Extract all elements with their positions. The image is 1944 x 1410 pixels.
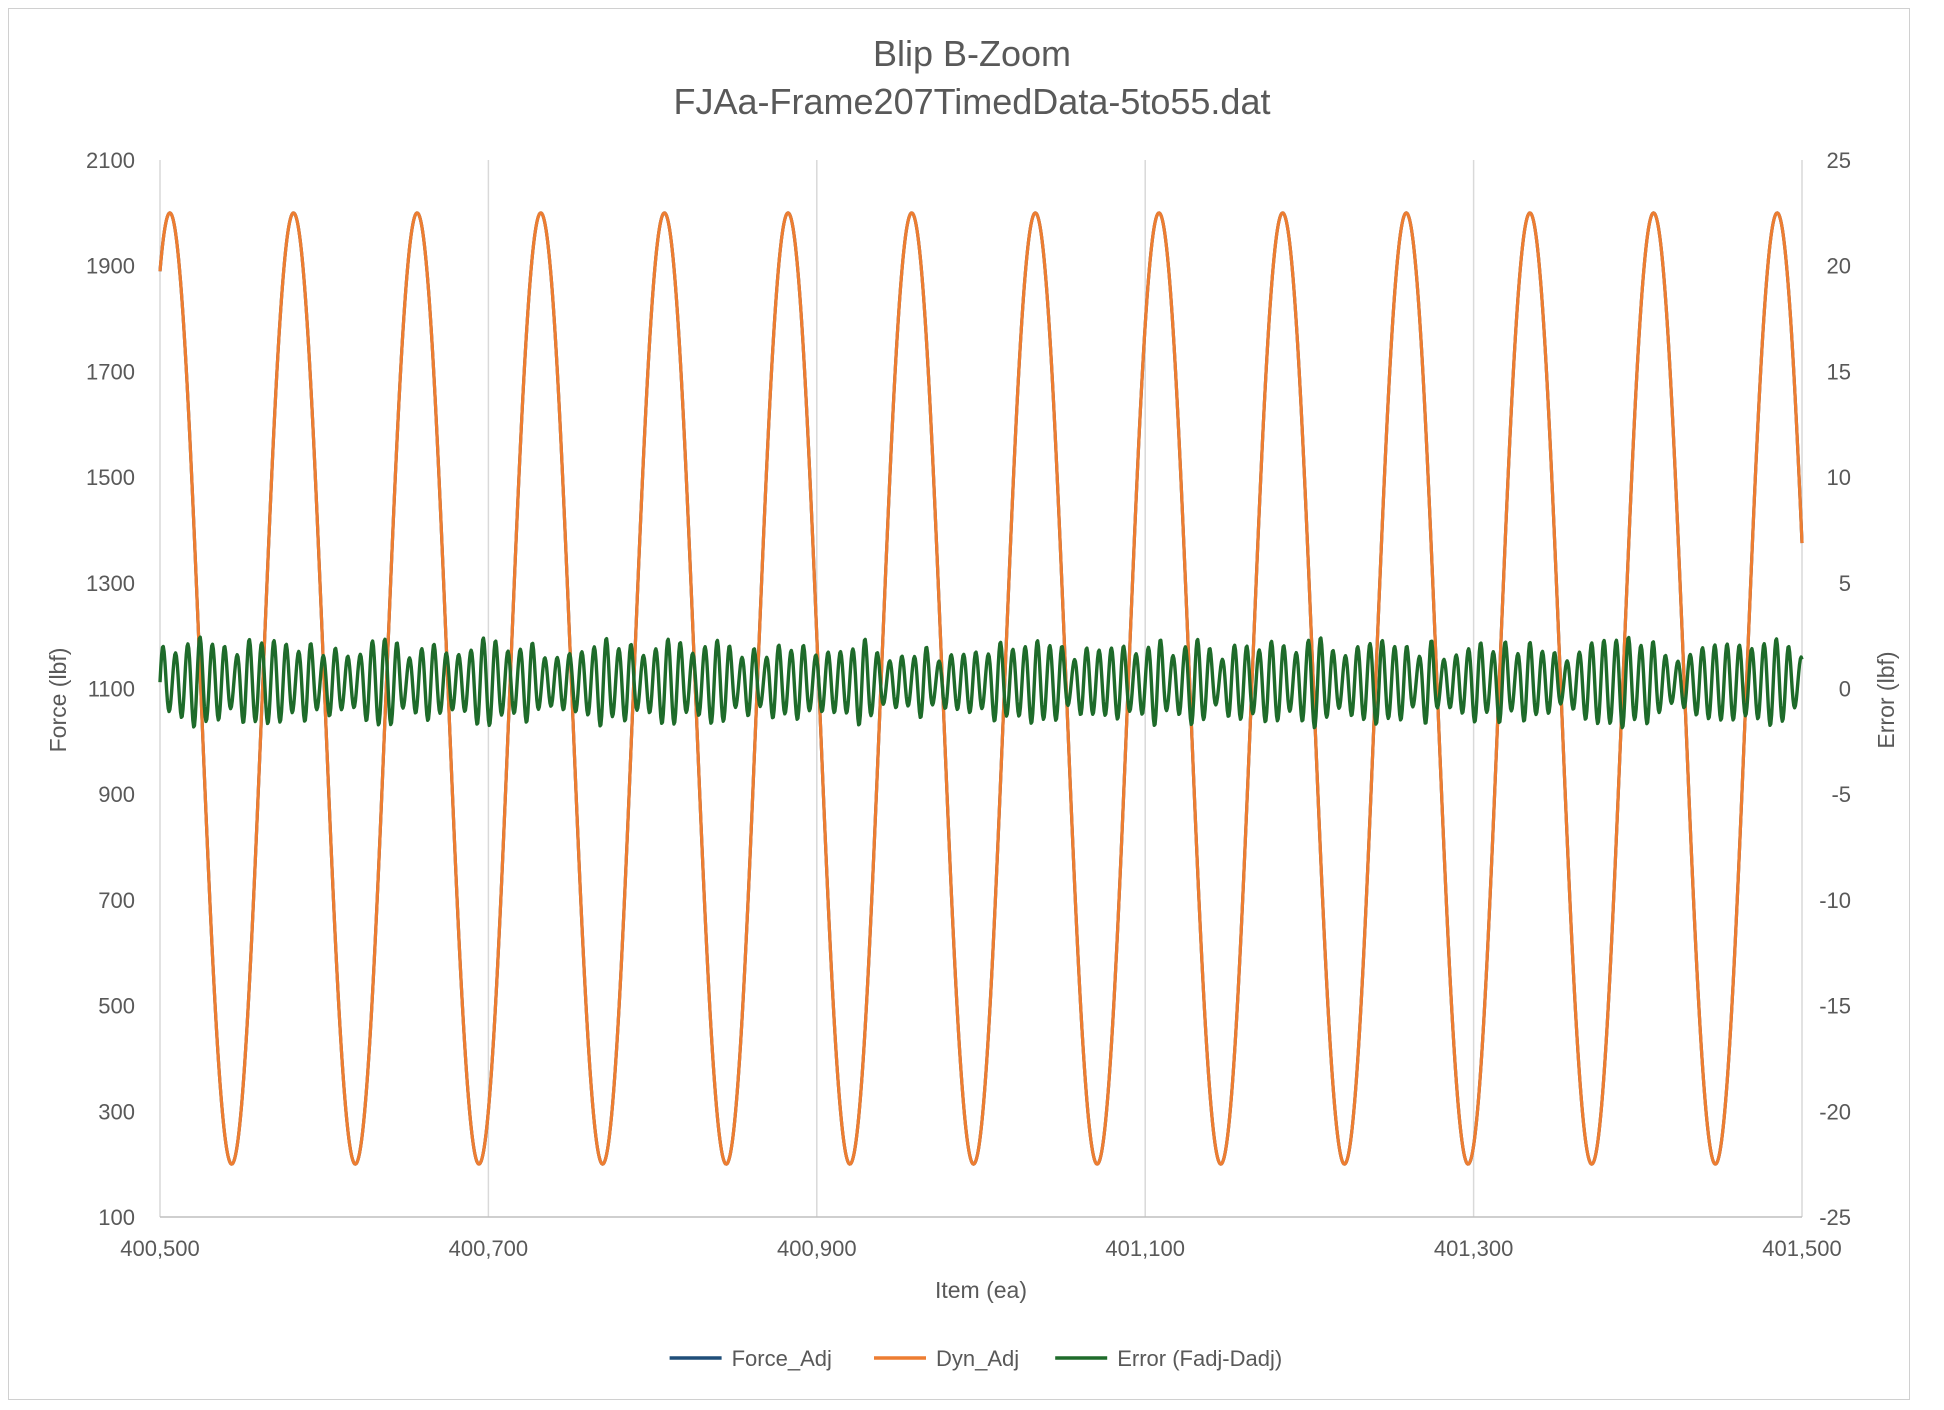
- y2-axis-title: Error (lbf): [1873, 651, 1899, 748]
- x-tick-label: 400,700: [449, 1236, 529, 1261]
- y-tick-label: 700: [98, 888, 135, 913]
- x-tick-label: 401,300: [1434, 1236, 1514, 1261]
- x-axis-title: Item (ea): [935, 1277, 1027, 1303]
- y-tick-label: 1900: [86, 254, 135, 279]
- y-tick-label: 1300: [86, 571, 135, 596]
- legend-label: Dyn_Adj: [936, 1346, 1019, 1371]
- y2-tick-label: -25: [1819, 1205, 1851, 1230]
- x-tick-label: 401,500: [1762, 1236, 1842, 1261]
- legend-item: Error (Fadj-Dadj): [1055, 1346, 1282, 1371]
- y2-tick-label: -20: [1819, 1099, 1851, 1124]
- series-line-dyn-adj: [158, 211, 1804, 1166]
- legend-item: Force_Adj: [669, 1346, 832, 1371]
- chart-title: Blip B-Zoom: [873, 33, 1071, 74]
- y-tick-label: 900: [98, 782, 135, 807]
- gridlines: [159, 160, 1803, 1217]
- y-tick-label: 2100: [86, 148, 135, 173]
- x-tick-label: 400,500: [120, 1236, 200, 1261]
- legend-item: Dyn_Adj: [874, 1346, 1019, 1371]
- series-lines: [158, 211, 1804, 1166]
- y-axis-title: Force (lbf): [45, 648, 71, 753]
- chart-subtitle: FJAa-Frame207TimedData-5to55.dat: [674, 81, 1271, 122]
- series-line-error: [158, 635, 1804, 730]
- x-tick-label: 401,100: [1105, 1236, 1185, 1261]
- tick-labels: 400,500 400,700 400,900 401,100 401,300 401,5…: [86, 148, 1851, 1261]
- legend-label: Force_Adj: [732, 1346, 832, 1371]
- y-tick-label: 100: [98, 1205, 135, 1230]
- y2-tick-label: 10: [1827, 465, 1851, 490]
- y2-tick-label: -5: [1831, 782, 1851, 807]
- y-tick-label: 1700: [86, 359, 135, 384]
- y-tick-label: 1100: [88, 677, 135, 702]
- x-tick-label: 400,900: [777, 1236, 857, 1261]
- y2-tick-label: 20: [1827, 254, 1851, 279]
- y2-tick-label: 5: [1839, 571, 1851, 596]
- legend: Force_Adj Dyn_Adj Error (Fadj-Dadj): [669, 1346, 1282, 1371]
- legend-label: Error (Fadj-Dadj): [1117, 1346, 1282, 1371]
- y2-tick-label: -10: [1819, 888, 1851, 913]
- y2-tick-label: -15: [1819, 994, 1851, 1019]
- y-tick-label: 1500: [86, 465, 135, 490]
- y2-tick-label: 25: [1827, 148, 1851, 173]
- y2-tick-label: 0: [1839, 677, 1851, 702]
- y2-tick-label: 15: [1827, 359, 1851, 384]
- y-tick-label: 300: [98, 1099, 135, 1124]
- y-tick-label: 500: [98, 994, 135, 1019]
